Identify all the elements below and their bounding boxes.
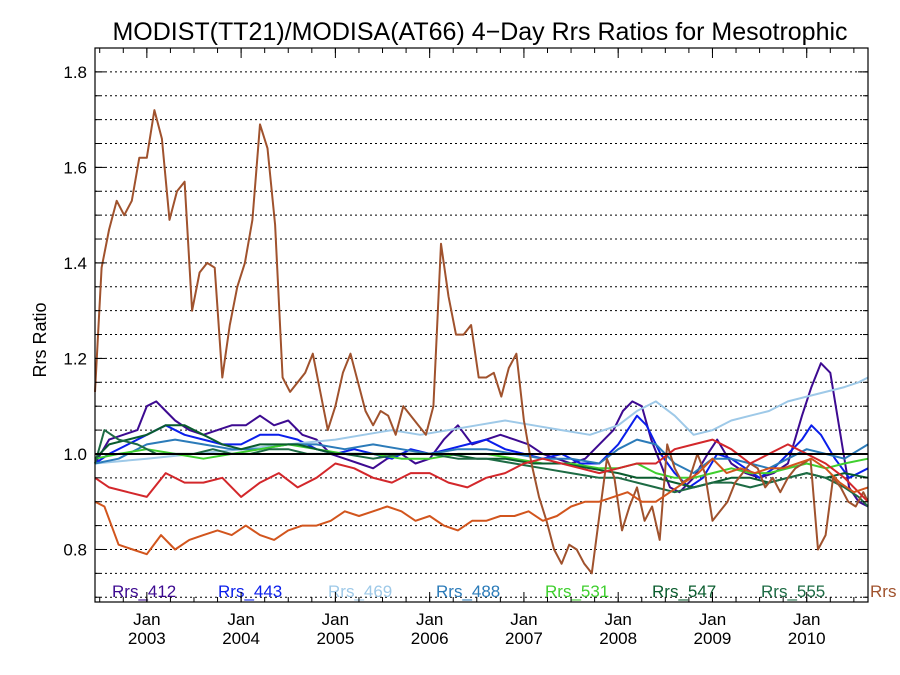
chart-title: MODIST(TT21)/MODISA(AT66) 4−Day Rrs Rati… bbox=[112, 18, 847, 46]
legend-label-rrs-547: Rrs_547 bbox=[652, 582, 716, 601]
y-axis: 0.8 1.0 1.2 1.4 1.6 1.8 bbox=[63, 47, 868, 598]
x-tick-label-month: Jan bbox=[133, 610, 160, 629]
series-line-unlabeled-9 bbox=[94, 457, 869, 556]
legend-label-rrs-555: Rrs_555 bbox=[761, 582, 825, 601]
series-line-rrs-412 bbox=[94, 362, 869, 508]
y-tick-label: 0.8 bbox=[63, 540, 87, 559]
series-lines bbox=[94, 109, 869, 575]
series-line-rrs-555 bbox=[94, 429, 869, 508]
x-tick-label-month: Jan bbox=[699, 610, 726, 629]
x-axis: Jan2003Jan2004Jan2005Jan2006Jan2007Jan20… bbox=[99, 48, 855, 648]
y-tick-label: 1.6 bbox=[63, 158, 87, 177]
legend-label-rrs-469: Rrs_469 bbox=[328, 582, 392, 601]
y-tick-label: 1.2 bbox=[63, 349, 87, 368]
legend-label-rrs-531: Rrs_531 bbox=[545, 582, 609, 601]
legend-label-rrs-412: Rrs_412 bbox=[112, 582, 176, 601]
series-line-rrs-488 bbox=[94, 438, 869, 475]
plot-frame bbox=[94, 47, 869, 603]
x-tick-label-month: Jan bbox=[227, 610, 254, 629]
legend-label-rrs-488: Rrs_488 bbox=[436, 582, 500, 601]
y-tick-label: 1.4 bbox=[63, 254, 87, 273]
y-tick-label: 1.0 bbox=[63, 445, 87, 464]
y-tick-label: 1.8 bbox=[63, 63, 87, 82]
x-tick-label-year: 2006 bbox=[411, 629, 449, 648]
grid bbox=[95, 47, 868, 598]
x-tick-label-year: 2008 bbox=[599, 629, 637, 648]
x-tick-label-year: 2009 bbox=[694, 629, 732, 648]
y-axis-label: Rrs Ratio bbox=[30, 302, 50, 377]
x-tick-label-month: Jan bbox=[416, 610, 443, 629]
x-tick-label-year: 2010 bbox=[788, 629, 826, 648]
series-line-rrs-645 bbox=[94, 109, 869, 575]
legend-label-rrs-443: Rrs_443 bbox=[218, 582, 282, 601]
series-line-rrs-469 bbox=[94, 376, 869, 465]
x-tick-label-month: Jan bbox=[322, 610, 349, 629]
x-tick-label-year: 2003 bbox=[128, 629, 166, 648]
legend-label-rrs: Rrs bbox=[870, 582, 896, 601]
x-tick-label-year: 2004 bbox=[222, 629, 260, 648]
x-tick-label-year: 2005 bbox=[316, 629, 354, 648]
x-tick-label-month: Jan bbox=[510, 610, 537, 629]
x-tick-label-year: 2007 bbox=[505, 629, 543, 648]
series-line-unlabeled-8 bbox=[94, 438, 869, 503]
legend: Rrs_412 Rrs_443 Rrs_469 Rrs_488 Rrs_531 Rrs_5… bbox=[112, 582, 896, 601]
x-tick-label-month: Jan bbox=[793, 610, 820, 629]
x-tick-label-month: Jan bbox=[604, 610, 631, 629]
